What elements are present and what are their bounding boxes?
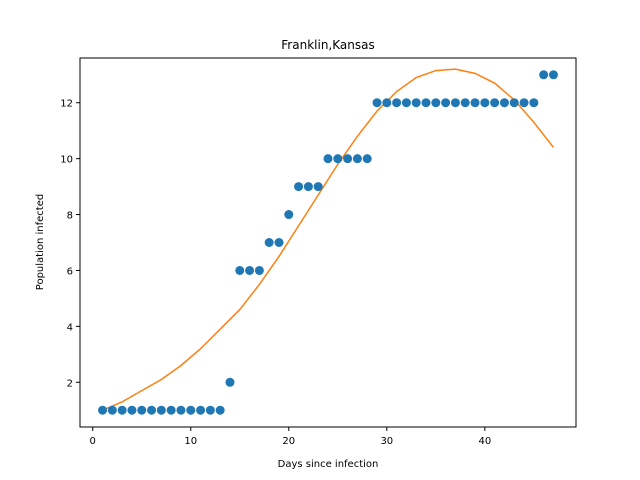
data-point [117,405,127,415]
data-point [382,98,392,108]
data-point [499,98,509,108]
data-point [205,405,215,415]
x-tick-label: 10 [184,436,197,447]
data-point [421,98,431,108]
data-point [539,70,549,80]
data-point [225,377,235,387]
x-axis: 0 10 20 30 40 [90,427,491,447]
plot-area [98,68,558,415]
y-tick-label: 8 [67,211,73,222]
x-tick-label: 40 [478,436,491,447]
y-tick-label: 12 [60,99,73,110]
data-point [392,98,402,108]
data-point [294,182,304,192]
data-point [519,98,529,108]
fit-curve-line [102,68,555,411]
data-point [176,405,186,415]
data-point [450,98,460,108]
data-point [431,98,441,108]
y-axis-label: Population infected [35,194,46,290]
data-point [480,98,490,108]
x-axis-label: Days since infection [278,459,379,470]
data-point [323,154,333,164]
y-tick-label: 6 [67,266,73,277]
data-point [441,98,451,108]
data-point [401,98,411,108]
data-point [333,154,343,164]
y-tick-label: 10 [60,155,73,166]
data-point [352,154,362,164]
data-point [254,265,264,275]
data-point [215,405,225,415]
data-point [470,98,480,108]
x-tick-label: 20 [282,436,295,447]
data-point [509,98,519,108]
data-point [98,405,108,415]
data-point [460,98,470,108]
data-point [156,405,166,415]
data-point [186,405,196,415]
data-point [343,154,353,164]
data-point [147,405,157,415]
x-tick-label: 0 [90,436,96,447]
plot-frame [79,57,577,428]
data-point [264,238,274,247]
data-point [137,405,147,415]
data-point [245,265,255,275]
y-tick-label: 2 [67,378,73,389]
data-point [303,182,313,192]
data-point [490,98,500,108]
data-point [411,98,421,108]
data-point [166,405,176,415]
data-point [196,405,206,415]
chart-title: Franklin,Kansas [281,38,374,52]
data-point [127,405,137,415]
data-point [284,210,294,220]
data-point [529,98,539,108]
data-point [372,98,382,108]
y-tick-label: 4 [67,322,73,333]
y-axis: 2 4 6 8 10 12 [60,99,80,389]
x-tick-label: 30 [380,436,393,447]
data-point [362,154,372,164]
data-point [235,265,245,275]
data-point [107,405,117,415]
data-point [274,238,284,247]
data-point [313,182,323,192]
data-point [548,70,558,80]
